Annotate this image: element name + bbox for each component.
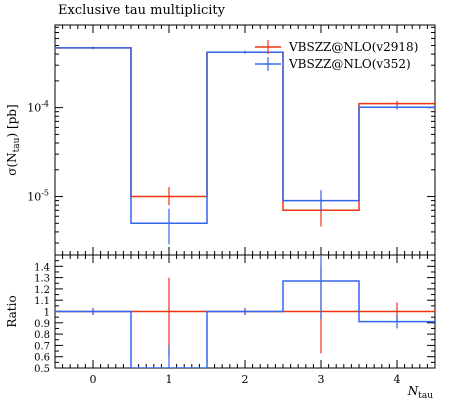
- x-tick-label: 2: [242, 373, 249, 386]
- y-tick-label-main: 10-5: [27, 189, 49, 204]
- y-tick-label-ratio: 0.8: [34, 330, 50, 341]
- main-1-series-line: [55, 47, 435, 225]
- x-tick-label: 0: [90, 373, 97, 386]
- legend-label-1: VBSZZ@NLO(v352): [288, 57, 411, 71]
- x-tick-label: 4: [394, 373, 401, 386]
- x-tick-label: 3: [318, 373, 325, 386]
- y-tick-label-ratio: 1.2: [34, 285, 50, 296]
- y-tick-label-ratio: 0.6: [34, 353, 50, 364]
- y-tick-label-ratio: 1.1: [34, 296, 50, 307]
- y-tick-label-ratio: 0.5: [34, 364, 50, 375]
- x-tick-label: 1: [166, 373, 173, 386]
- ratio-1-series-group: [55, 255, 435, 368]
- chart-title: Exclusive tau multiplicity: [58, 3, 225, 18]
- y-tick-label-ratio: 1.3: [34, 274, 50, 285]
- y-tick-label-ratio: 1: [44, 308, 50, 319]
- x-axis-label: Ntau: [407, 384, 433, 401]
- y-tick-label-ratio: 0.7: [34, 341, 50, 352]
- main-0-series-group: [55, 46, 435, 227]
- ratio-1-series-line: [55, 280, 435, 368]
- legend-label-0: VBSZZ@NLO(v2918): [288, 40, 418, 54]
- y-tick-label-ratio: 0.9: [34, 319, 50, 330]
- y-tick-label-main: 10-4: [27, 100, 49, 115]
- y-tick-label-ratio: 1.4: [34, 262, 50, 273]
- y-axis-label-main: σ(Ntau) [pb]: [5, 104, 22, 175]
- main-0-series-line: [55, 47, 435, 212]
- y-axis-label-ratio: Ratio: [5, 295, 19, 327]
- main-1-series-group: [55, 46, 435, 245]
